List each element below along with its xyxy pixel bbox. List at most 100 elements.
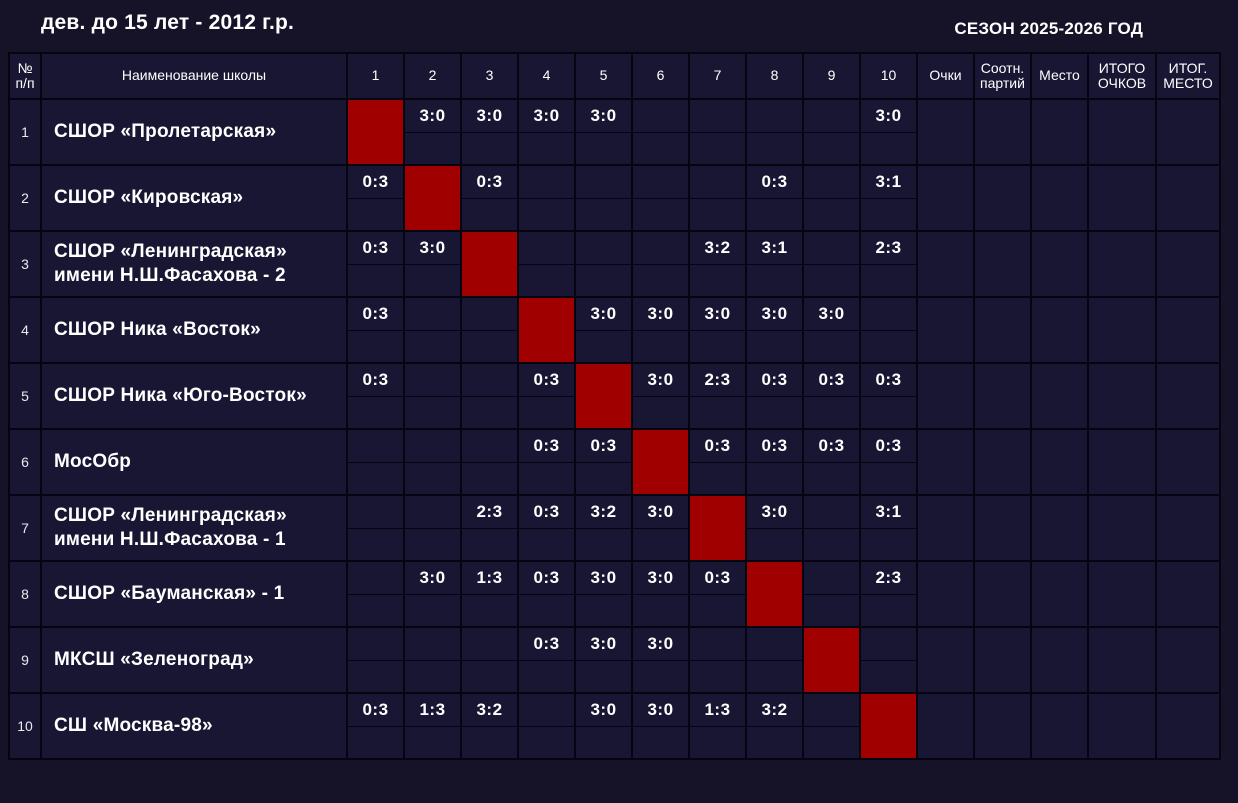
round-header-8: 8 [745, 52, 804, 100]
round-header-4: 4 [517, 52, 576, 100]
score-cell-2 [403, 494, 462, 529]
score-cell-3: 2:3 [460, 494, 519, 529]
team-row-top: 4 СШОР Ника «Восток» 0:3 3:0 3:0 3:0 3:0 3:0 [8, 296, 1221, 364]
score-cell-empty-1 [346, 593, 405, 628]
ratio-cell [973, 560, 1032, 628]
score-cell-empty-10 [859, 527, 918, 562]
score-cell-empty-5 [574, 263, 633, 298]
score-cell-8: 3:0 [745, 296, 804, 331]
score-cell-4: 0:3 [517, 560, 576, 595]
score-cell-empty-3 [460, 329, 519, 364]
score-cell-empty-7 [688, 263, 747, 298]
score-cell-7 [688, 164, 747, 199]
final-place-cell [1155, 692, 1221, 760]
score-cell-3: 3:2 [460, 692, 519, 727]
score-cell-6 [631, 98, 690, 133]
ratio-header: Соотн. партий [973, 52, 1032, 100]
place-cell [1030, 428, 1089, 496]
score-cell-7: 1:3 [688, 692, 747, 727]
score-cell-10: 2:3 [859, 230, 918, 265]
row-number: 10 [8, 692, 42, 760]
total-points-cell [1087, 428, 1157, 496]
score-cell-8: 0:3 [745, 362, 804, 397]
team-name: СШОР Ника «Восток» [40, 296, 348, 364]
diagonal-cell-8 [745, 560, 804, 628]
score-cell-10: 3:1 [859, 164, 918, 199]
team-row-bottom [9, 263, 1220, 298]
row-number: 5 [8, 362, 42, 430]
score-cell-empty-7 [688, 461, 747, 496]
score-cell-empty-1 [346, 461, 405, 496]
total-points-cell [1087, 230, 1157, 298]
score-cell-4 [517, 692, 576, 727]
team-row-top: 2 СШОР «Кировская» 0:3 0:3 0:3 3:1 [8, 164, 1221, 232]
place-cell [1030, 230, 1089, 298]
score-cell-10 [859, 626, 918, 661]
team-row-top: 1 СШОР «Пролетарская» 3:0 3:0 3:0 3:0 3:0 [8, 98, 1221, 166]
row-number: 7 [8, 494, 42, 562]
total-points-cell [1087, 494, 1157, 562]
score-cell-6: 3:0 [631, 296, 690, 331]
points-cell [916, 428, 975, 496]
score-cell-7: 3:0 [688, 296, 747, 331]
row-number: 3 [8, 230, 42, 298]
team-name: МКСШ «Зеленоград» [40, 626, 348, 694]
score-cell-empty-7 [688, 725, 747, 760]
diagonal-cell-9 [802, 626, 861, 694]
ratio-cell [973, 98, 1032, 166]
score-cell-empty-7 [688, 329, 747, 364]
score-cell-2 [403, 362, 462, 397]
team-name: СШОР Ника «Юго-Восток» [40, 362, 348, 430]
score-cell-5: 3:0 [574, 560, 633, 595]
score-cell-5: 3:0 [574, 98, 633, 133]
team-name: СШ «Москва-98» [40, 692, 348, 760]
score-cell-empty-5 [574, 461, 633, 496]
score-cell-9 [802, 692, 861, 727]
score-cell-empty-6 [631, 395, 690, 430]
round-header-7: 7 [688, 52, 747, 100]
team-name: СШОР «Ленинградская» имени Н.Ш.Фасахова … [40, 494, 348, 562]
final-place-cell [1155, 626, 1221, 694]
total-points-cell [1087, 164, 1157, 232]
score-cell-5 [574, 230, 633, 265]
score-cell-empty-9 [802, 329, 861, 364]
score-cell-empty-4 [517, 131, 576, 166]
round-header-5: 5 [574, 52, 633, 100]
score-cell-empty-9 [802, 725, 861, 760]
score-cell-8 [745, 626, 804, 661]
score-cell-9: 0:3 [802, 428, 861, 463]
score-cell-9 [802, 230, 861, 265]
score-cell-8: 3:1 [745, 230, 804, 265]
score-cell-5: 0:3 [574, 428, 633, 463]
score-cell-3 [460, 296, 519, 331]
final-place-cell [1155, 98, 1221, 166]
diagonal-cell-1 [346, 98, 405, 166]
score-cell-empty-4 [517, 461, 576, 496]
team-row-bottom [9, 659, 1220, 694]
team-row-top: 3 СШОР «Ленинградская» имени Н.Ш.Фасахова… [8, 230, 1221, 298]
score-cell-empty-2 [403, 395, 462, 430]
place-cell [1030, 494, 1089, 562]
school-header: Наименование школы [40, 52, 348, 100]
diagonal-cell-3 [460, 230, 519, 298]
final-place-cell [1155, 230, 1221, 298]
place-cell [1030, 362, 1089, 430]
score-cell-empty-10 [859, 263, 918, 298]
points-cell [916, 164, 975, 232]
score-cell-empty-2 [403, 329, 462, 364]
final-place-cell [1155, 494, 1221, 562]
team-row-bottom [9, 593, 1220, 628]
team-name: СШОР «Кировская» [40, 164, 348, 232]
team-row-bottom [9, 725, 1220, 760]
score-cell-empty-3 [460, 461, 519, 496]
score-cell-empty-2 [403, 461, 462, 496]
row-number: 9 [8, 626, 42, 694]
score-cell-3 [460, 362, 519, 397]
row-number: 1 [8, 98, 42, 166]
team-name: СШОР «Ленинградская» имени Н.Ш.Фасахова … [40, 230, 348, 298]
score-cell-empty-4 [517, 725, 576, 760]
score-cell-empty-5 [574, 725, 633, 760]
score-cell-9: 3:0 [802, 296, 861, 331]
score-cell-empty-1 [346, 725, 405, 760]
points-cell [916, 494, 975, 562]
